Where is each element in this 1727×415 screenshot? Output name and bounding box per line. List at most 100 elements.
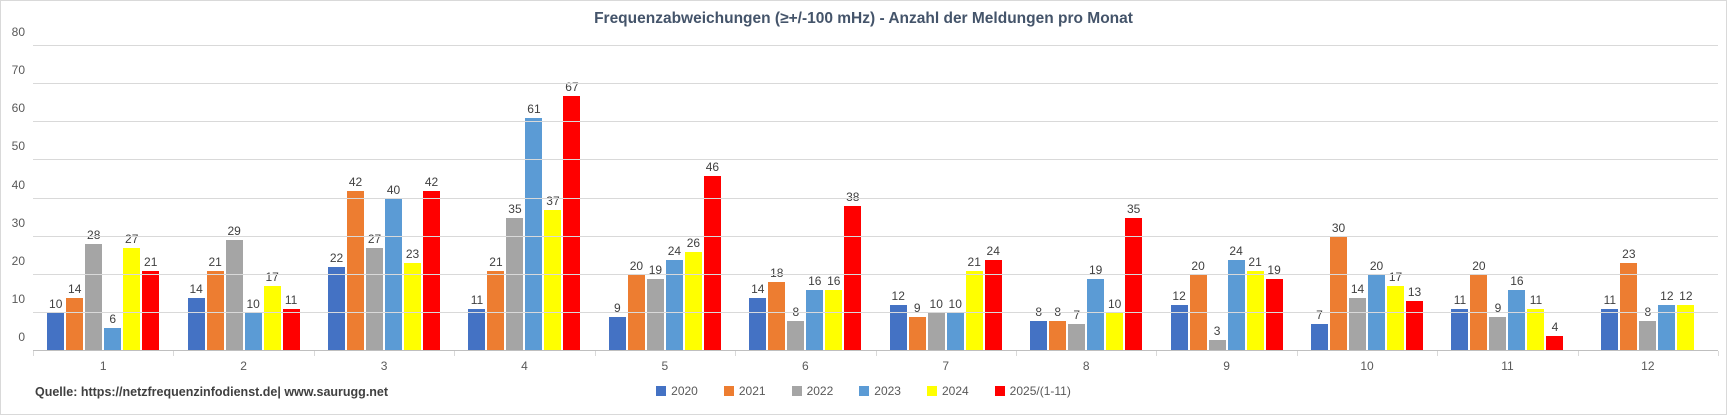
data-label-2023-month-10: 20 — [1369, 258, 1384, 273]
legend-swatch-icon — [859, 386, 870, 396]
bar-wrap-2021-month-9: 20 — [1189, 46, 1207, 351]
bar-wrap-2020-month-5: 9 — [608, 46, 626, 351]
y-tick-label-10: 10 — [11, 291, 25, 306]
bar-2025/(1-11)-month-6 — [844, 206, 862, 351]
data-label-2024-month-9: 21 — [1248, 254, 1262, 269]
bar-2022-month-5 — [646, 278, 664, 351]
bar-2024-month-3 — [404, 263, 422, 351]
bar-wrap-2020-month-11: 11 — [1451, 46, 1469, 351]
data-label-2021-month-9: 20 — [1191, 258, 1205, 273]
bar-2022-month-12 — [1639, 320, 1657, 351]
data-label-2025/(1-11)-month-1: 21 — [144, 254, 158, 269]
bar-group-month-6: 14 18 8 16 16 38 — [735, 46, 875, 351]
gridline-40 — [33, 197, 1718, 199]
bar-wrap-2022-month-5: 19 — [646, 46, 664, 351]
data-label-2021-month-5: 20 — [629, 258, 644, 273]
bar-2020-month-7 — [889, 305, 907, 351]
bar-2025/(1-11)-month-11 — [1546, 335, 1564, 351]
bar-wrap-2025/(1-11)-month-2: 11 — [282, 46, 300, 351]
data-label-2023-month-3: 40 — [386, 182, 401, 197]
legend-label: 2020 — [671, 384, 698, 398]
x-axis-tick — [173, 351, 175, 356]
x-axis-tick — [33, 351, 34, 356]
bar-2020-month-5 — [608, 316, 626, 351]
bar-wrap-2021-month-2: 21 — [206, 46, 224, 351]
bar-wrap-2024-month-4: 37 — [544, 46, 562, 351]
x-axis-tick — [1156, 351, 1158, 356]
bar-2022-month-1 — [85, 244, 103, 351]
bar-2024-month-4 — [544, 209, 562, 351]
bar-wrap-2025/(1-11)-month-6: 38 — [844, 46, 862, 351]
data-label-2025/(1-11)-month-11: 4 — [1551, 319, 1559, 334]
data-label-2022-month-4: 35 — [508, 201, 522, 216]
data-label-2022-month-5: 19 — [648, 262, 663, 277]
x-axis-line — [33, 350, 1718, 351]
x-axis-tick — [875, 351, 877, 356]
legend-label: 2025/(1-11) — [1009, 384, 1071, 398]
bar-2024-month-1 — [123, 248, 141, 351]
bar-wrap-2024-month-8: 10 — [1106, 46, 1124, 351]
x-axis-tick — [1296, 351, 1298, 356]
bar-wrap-2022-month-12: 8 — [1639, 46, 1657, 351]
plot-area: 10 14 28 6 27 21 14 21 29 10 17 11 22 42 27 40 23 42 11 21 3… — [12, 25, 1719, 356]
legend-swatch-icon — [723, 386, 734, 396]
bar-wrap-2022-month-9: 3 — [1208, 46, 1226, 351]
bar-group-month-1: 10 14 28 6 27 21 — [33, 46, 173, 351]
data-label-2024-month-12: 12 — [1679, 289, 1693, 304]
bar-wrap-2023-month-10: 20 — [1368, 46, 1385, 351]
bar-2020-month-3 — [328, 267, 346, 351]
bar-2023-month-6 — [806, 290, 824, 351]
bar-2022-month-2 — [225, 240, 243, 351]
bar-2023-month-9 — [1227, 259, 1245, 351]
legend-swatch-icon — [994, 386, 1005, 396]
bar-wrap-2020-month-10: 7 — [1311, 46, 1328, 351]
bar-wrap-2023-month-9: 24 — [1227, 46, 1245, 351]
bar-wrap-2021-month-5: 20 — [627, 46, 645, 351]
bar-2023-month-8 — [1087, 278, 1105, 351]
data-label-2021-month-10: 30 — [1331, 220, 1346, 235]
bar-wrap-2024-month-9: 21 — [1246, 46, 1264, 351]
data-label-2023-month-7: 10 — [948, 296, 962, 311]
x-axis-labels: 1 2 3 4 5 6 7 8 9 10 11 12 — [33, 359, 1718, 373]
bar-wrap-2025/(1-11)-month-11: 4 — [1546, 46, 1564, 351]
bar-wrap-2022-month-6: 8 — [787, 46, 805, 351]
legend-label: 2024 — [941, 384, 969, 398]
bar-2025/(1-11)-month-1 — [142, 270, 160, 351]
bar-wrap-2020-month-2: 14 — [187, 46, 205, 351]
data-label-2022-month-6: 8 — [792, 306, 799, 318]
legend-item-2023: 2023 — [859, 384, 901, 398]
data-label-2025/(1-11)-month-10: 13 — [1407, 285, 1422, 300]
x-axis-tick — [1437, 351, 1439, 356]
bar-2021-month-2 — [206, 270, 224, 351]
bar-wrap-2021-month-1: 14 — [66, 46, 84, 351]
bar-2022-month-6 — [787, 320, 805, 351]
data-label-2021-month-12: 23 — [1622, 247, 1636, 262]
data-label-2025/(1-11)-month-8: 35 — [1126, 201, 1141, 216]
legend-item-2024: 2024 — [926, 384, 969, 398]
bar-wrap-2022-month-10: 14 — [1349, 46, 1366, 351]
data-label-2022-month-9: 3 — [1213, 323, 1221, 338]
bar-wrap-2021-month-10: 30 — [1330, 46, 1347, 351]
bar-2023-month-11 — [1508, 290, 1526, 351]
bar-wrap-2020-month-3: 22 — [328, 46, 346, 351]
bar-2022-month-9 — [1208, 339, 1226, 351]
bar-2024-month-9 — [1246, 270, 1264, 351]
gridline-60 — [33, 121, 1718, 123]
bar-wrap-2025/(1-11)-month-7: 24 — [984, 46, 1002, 351]
bar-wrap-2022-month-8: 7 — [1068, 46, 1086, 351]
bar-wrap-2023-month-1: 6 — [104, 46, 122, 351]
bar-2025/(1-11)-month-8 — [1125, 217, 1143, 351]
data-label-2024-month-11: 11 — [1529, 293, 1543, 308]
bar-wrap-2023-month-2: 10 — [244, 46, 262, 351]
bar-wrap-2023-month-5: 24 — [665, 46, 683, 351]
data-label-2021-month-3: 42 — [348, 174, 363, 189]
bar-wrap-2024-month-3: 23 — [404, 46, 422, 351]
bar-2023-month-3 — [385, 198, 403, 351]
bar-wrap-2024-month-12: 12 — [1677, 46, 1695, 351]
bar-2025/(1-11)-month-9 — [1265, 278, 1283, 351]
bar-group-month-4: 11 21 35 61 37 67 — [454, 46, 594, 351]
bar-wrap-2024-month-6: 16 — [825, 46, 843, 351]
x-axis-label-8: 8 — [1082, 359, 1090, 373]
bar-2024-month-8 — [1106, 312, 1124, 351]
legend-item-2021: 2021 — [723, 384, 766, 398]
